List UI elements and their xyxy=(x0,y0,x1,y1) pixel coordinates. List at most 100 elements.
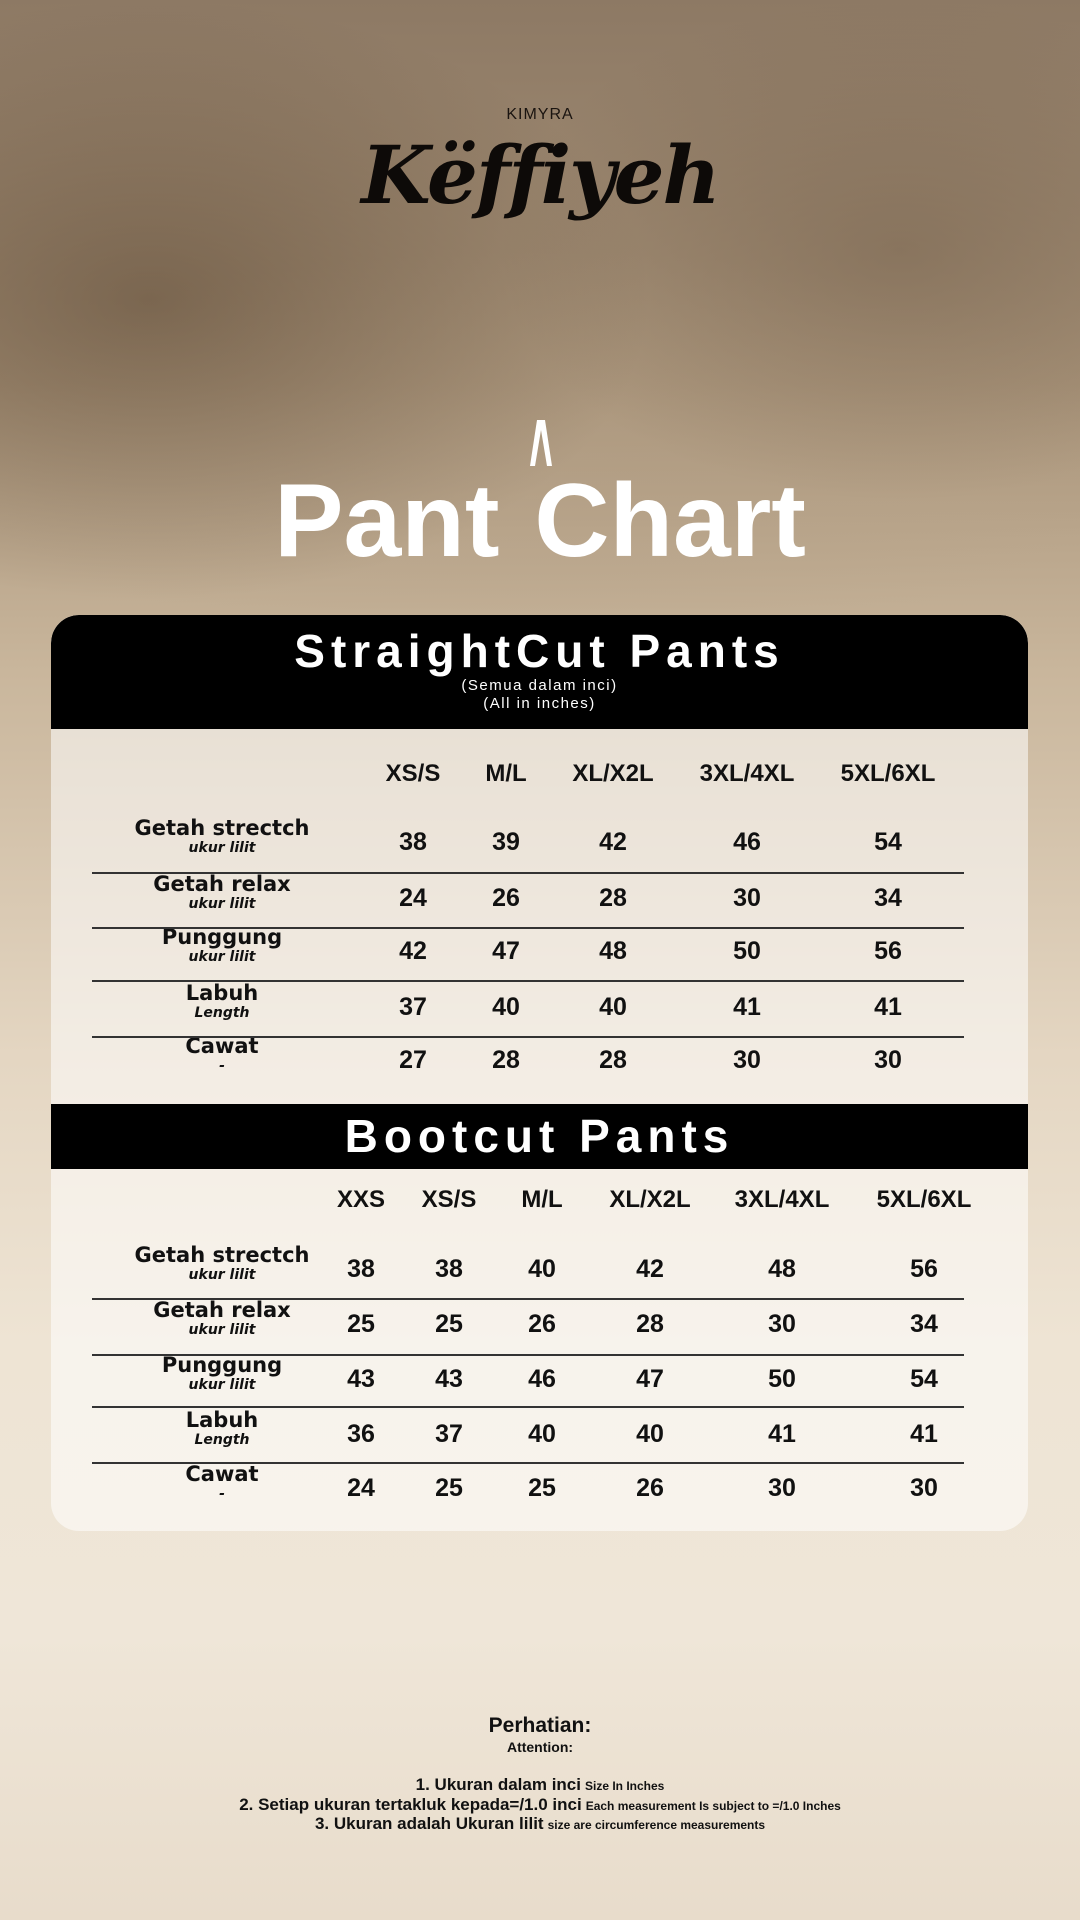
row-label: Cawat xyxy=(185,1462,259,1486)
table-cell: 26 xyxy=(528,1310,556,1338)
table-cell: 37 xyxy=(399,993,427,1021)
row-divider xyxy=(92,980,964,982)
table-cell: 40 xyxy=(528,1255,556,1283)
table-cell: 41 xyxy=(874,993,902,1021)
table-cell: 47 xyxy=(492,937,520,965)
table-cell: 38 xyxy=(347,1255,375,1283)
table-cell: 42 xyxy=(599,828,627,856)
row-divider xyxy=(92,1036,964,1038)
straightcut-title: StraightCut Pants xyxy=(294,625,785,677)
table-cell: 50 xyxy=(733,937,761,965)
size-header: XL/X2L xyxy=(572,760,654,787)
table-cell: 41 xyxy=(733,993,761,1021)
size-header: 3XL/4XL xyxy=(734,1186,830,1213)
row-sublabel: ukur lilit xyxy=(188,896,256,912)
row-sublabel: Length xyxy=(194,1432,250,1448)
table-cell: 56 xyxy=(910,1255,938,1283)
table-cell: 36 xyxy=(347,1420,375,1448)
size-chart-card: StraightCut Pants (Semua dalam inci) (Al… xyxy=(51,615,1028,1531)
table-cell: 41 xyxy=(768,1420,796,1448)
table-cell: 25 xyxy=(528,1474,556,1502)
row-label: Cawat xyxy=(185,1034,259,1058)
table-cell: 54 xyxy=(874,828,902,856)
table-cell: 43 xyxy=(435,1365,463,1393)
table-cell: 26 xyxy=(492,884,520,912)
row-sublabel: ukur lilit xyxy=(188,1377,256,1393)
caret-icon xyxy=(530,420,552,466)
table-cell: 46 xyxy=(733,828,761,856)
row-divider xyxy=(92,1298,964,1300)
table-cell: 30 xyxy=(733,1046,761,1074)
table-cell: 24 xyxy=(347,1474,375,1502)
note-english: (All in inches) xyxy=(483,695,596,712)
row-sublabel: ukur lilit xyxy=(188,1267,256,1283)
row-label: Punggung xyxy=(161,1353,283,1377)
row-sublabel: - xyxy=(219,1058,225,1074)
brand-subtitle: KIMYRA xyxy=(506,106,574,123)
row-sublabel: Length xyxy=(194,1005,250,1021)
row-label: Getah relax xyxy=(153,1298,291,1322)
table-cell: 43 xyxy=(347,1365,375,1393)
table-cell: 30 xyxy=(910,1474,938,1502)
size-header: 5XL/6XL xyxy=(876,1186,972,1213)
note-english: size are circumference measurements xyxy=(547,1818,766,1832)
table-cell: 56 xyxy=(874,937,902,965)
row-label: Getah relax xyxy=(153,872,291,896)
table-cell: 40 xyxy=(599,993,627,1021)
table-cell: 26 xyxy=(636,1474,664,1502)
size-header: M/L xyxy=(521,1186,563,1213)
brand-logo: Këffiyeh xyxy=(361,128,720,222)
table-cell: 48 xyxy=(768,1255,796,1283)
table-cell: 39 xyxy=(492,828,520,856)
table-cell: 42 xyxy=(636,1255,664,1283)
row-divider xyxy=(92,927,964,929)
table-cell: 24 xyxy=(399,884,427,912)
table-cell: 28 xyxy=(636,1310,664,1338)
table-cell: 46 xyxy=(528,1365,556,1393)
table-cell: 25 xyxy=(435,1310,463,1338)
table-cell: 30 xyxy=(768,1474,796,1502)
table-cell: 50 xyxy=(768,1365,796,1393)
bootcut-title: Bootcut Pants xyxy=(344,1110,735,1162)
note-malay: 3. Ukuran adalah Ukuran lilit xyxy=(314,1814,544,1833)
row-divider xyxy=(92,872,964,874)
row-sublabel: ukur lilit xyxy=(188,840,256,856)
table-cell: 40 xyxy=(636,1420,664,1448)
table-cell: 54 xyxy=(910,1365,938,1393)
row-label: Labuh xyxy=(185,1408,259,1432)
table-cell: 25 xyxy=(435,1474,463,1502)
attention-heading: Perhatian: xyxy=(488,1714,592,1737)
row-sublabel: - xyxy=(219,1486,225,1502)
table-cell: 25 xyxy=(347,1310,375,1338)
table-cell: 28 xyxy=(599,884,627,912)
note-english: Size In Inches xyxy=(584,1779,665,1793)
row-sublabel: ukur lilit xyxy=(188,1322,256,1338)
table-cell: 47 xyxy=(636,1365,664,1393)
table-cell: 41 xyxy=(910,1420,938,1448)
size-header: XS/S xyxy=(385,760,441,787)
table-cell: 38 xyxy=(435,1255,463,1283)
page-title: Pant Chart xyxy=(274,463,806,579)
attention-subheading: Attention: xyxy=(506,1739,574,1755)
table-cell: 40 xyxy=(528,1420,556,1448)
table-cell: 30 xyxy=(874,1046,902,1074)
note-english: Each measurement Is subject to =/1.0 Inc… xyxy=(585,1799,841,1813)
row-label: Labuh xyxy=(185,981,259,1005)
row-sublabel: ukur lilit xyxy=(188,949,256,965)
size-header: 5XL/6XL xyxy=(840,760,936,787)
table-cell: 40 xyxy=(492,993,520,1021)
bootcut-header: Bootcut Pants xyxy=(51,1104,1028,1169)
table-cell: 38 xyxy=(399,828,427,856)
table-cell: 30 xyxy=(733,884,761,912)
row-label: Getah strectch xyxy=(134,1243,310,1267)
table-cell: 34 xyxy=(910,1310,938,1338)
row-divider xyxy=(92,1354,964,1356)
attention-note: 1. Ukuran dalam inci Size In Inches xyxy=(416,1775,665,1795)
row-divider xyxy=(92,1462,964,1464)
table-cell: 28 xyxy=(599,1046,627,1074)
attention-note: 3. Ukuran adalah Ukuran lilit size are ci… xyxy=(315,1814,765,1834)
size-header: XL/X2L xyxy=(609,1186,691,1213)
table-cell: 28 xyxy=(492,1046,520,1074)
note-malay: (Semua dalam inci) xyxy=(461,677,618,694)
note-malay: 2. Setiap ukuran tertakluk kepada=/1.0 i… xyxy=(239,1795,582,1814)
